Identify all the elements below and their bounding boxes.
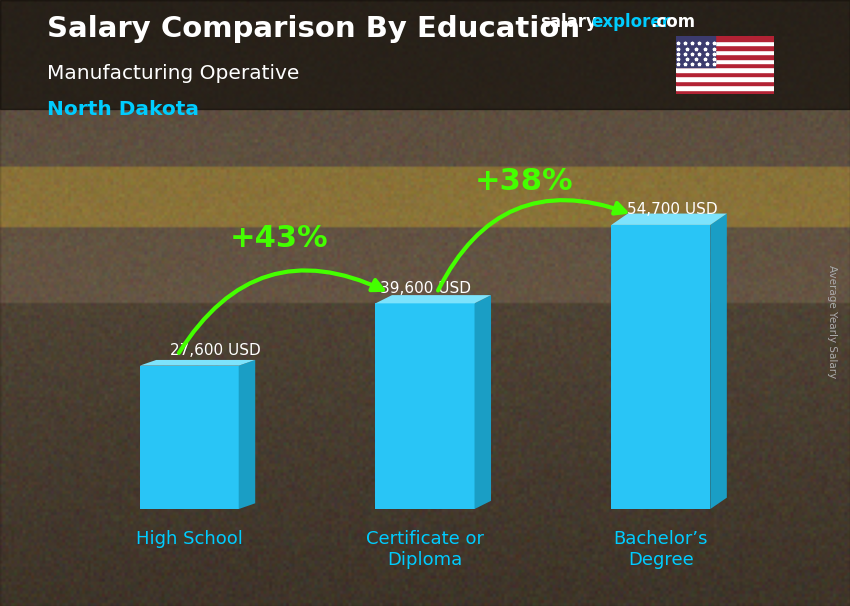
- Text: North Dakota: North Dakota: [47, 100, 199, 119]
- Text: salary: salary: [540, 13, 597, 32]
- FancyBboxPatch shape: [376, 304, 474, 509]
- Bar: [676, 50, 774, 54]
- FancyBboxPatch shape: [611, 225, 711, 509]
- Polygon shape: [474, 295, 491, 509]
- Bar: [676, 85, 774, 90]
- Bar: [676, 67, 774, 72]
- Bar: [676, 76, 774, 81]
- FancyBboxPatch shape: [139, 365, 239, 509]
- Bar: [676, 41, 774, 45]
- Bar: [676, 81, 774, 85]
- Bar: [676, 54, 774, 59]
- Bar: [676, 36, 774, 41]
- Polygon shape: [139, 360, 255, 365]
- Polygon shape: [239, 360, 255, 509]
- Text: +43%: +43%: [230, 224, 328, 253]
- Text: 54,700 USD: 54,700 USD: [627, 202, 718, 217]
- Bar: [676, 45, 774, 50]
- Polygon shape: [611, 213, 727, 225]
- Text: .com: .com: [650, 13, 695, 32]
- Text: 27,600 USD: 27,600 USD: [170, 343, 261, 358]
- Text: Salary Comparison By Education: Salary Comparison By Education: [47, 15, 580, 43]
- Bar: [676, 90, 774, 94]
- Text: +38%: +38%: [475, 167, 574, 196]
- Text: Manufacturing Operative: Manufacturing Operative: [47, 64, 299, 82]
- Text: Average Yearly Salary: Average Yearly Salary: [827, 265, 837, 378]
- Bar: [676, 36, 715, 67]
- Bar: [676, 63, 774, 67]
- Polygon shape: [376, 295, 491, 304]
- Bar: [676, 72, 774, 76]
- Polygon shape: [711, 213, 727, 509]
- Text: 39,600 USD: 39,600 USD: [379, 281, 471, 296]
- Bar: [676, 59, 774, 63]
- Text: explorer: explorer: [591, 13, 670, 32]
